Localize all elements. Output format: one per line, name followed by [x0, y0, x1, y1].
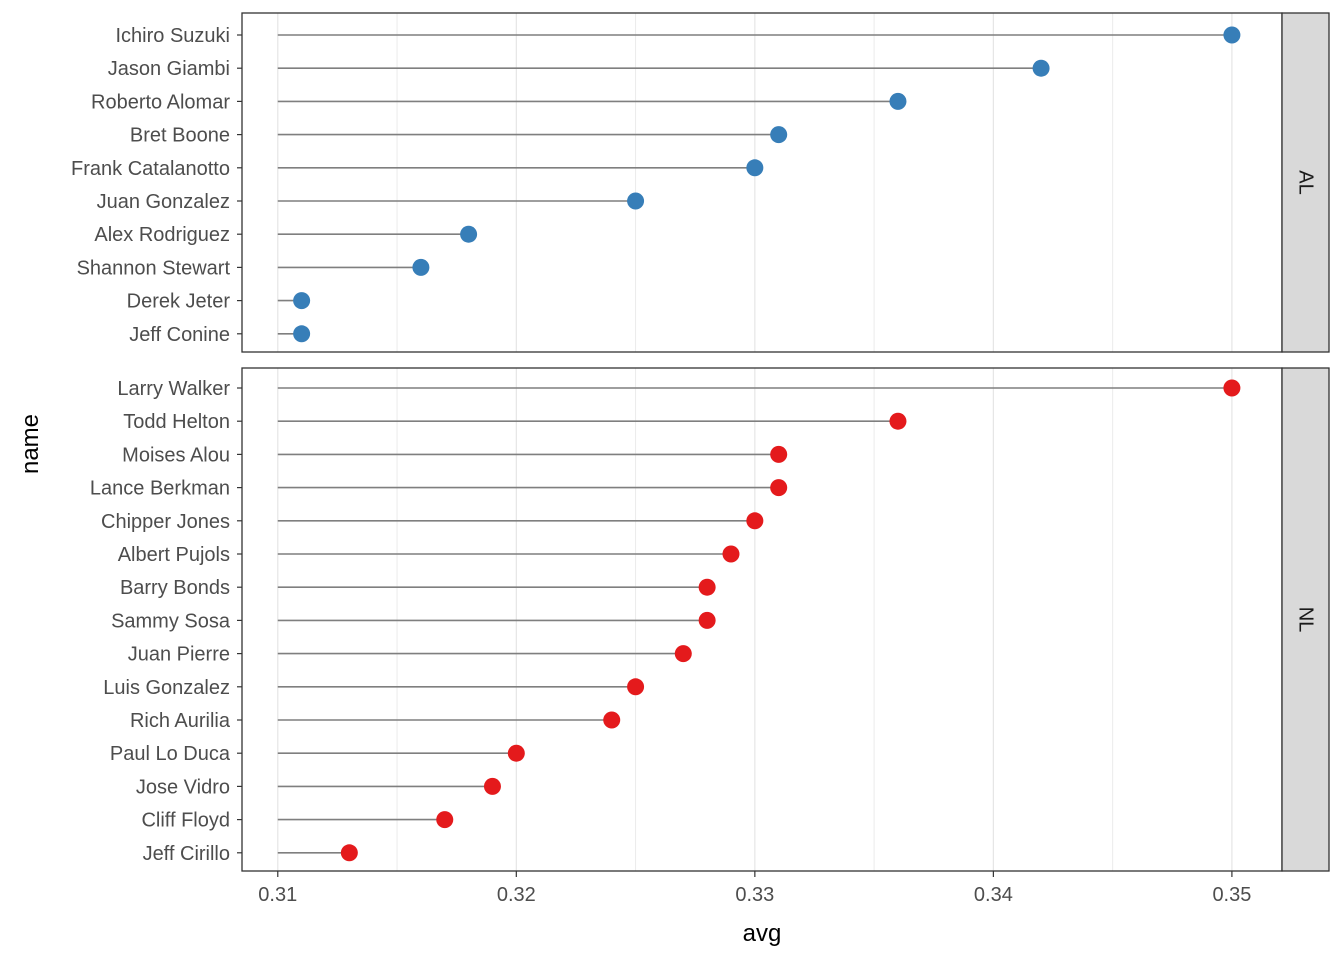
y-tick-label: Lance Berkman: [90, 478, 230, 500]
lollipop-point: [770, 479, 788, 497]
x-tick-label: 0.34: [974, 884, 1013, 906]
y-tick-label: Chipper Jones: [101, 511, 230, 533]
y-tick-label: Frank Catalanotto: [71, 158, 230, 180]
lollipop-point: [889, 412, 907, 430]
x-tick-label: 0.32: [497, 884, 536, 906]
y-tick-label: Alex Rodriguez: [94, 224, 230, 246]
lollipop-point: [483, 777, 501, 795]
y-tick-label: Roberto Alomar: [91, 91, 230, 113]
x-tick-label: 0.33: [735, 884, 774, 906]
lollipop-point: [436, 811, 454, 829]
y-tick-label: Todd Helton: [123, 411, 230, 433]
y-tick-label: Juan Gonzalez: [97, 191, 230, 213]
lollipop-point: [293, 325, 311, 343]
y-tick-label: Paul Lo Duca: [110, 743, 231, 765]
lollipop-point: [698, 611, 716, 629]
panel-nl: Larry Walker Todd Helton Moises Alou Lance …: [90, 367, 1330, 872]
lollipop-point: [1032, 59, 1050, 77]
facet-strip-label: NL: [1295, 607, 1317, 633]
lollipop-point: [674, 645, 692, 663]
lollipop-point: [627, 192, 645, 210]
lollipop-point: [722, 545, 740, 563]
y-tick-label: Bret Boone: [130, 125, 230, 147]
panel-background: [242, 368, 1282, 871]
x-axis: 0.31 0.32 0.33 0.34 0.35: [258, 871, 1251, 906]
y-axis-title: name: [17, 414, 44, 474]
panel-background: [242, 13, 1282, 352]
lollipop-point: [746, 512, 764, 530]
lollipop-point: [746, 159, 764, 177]
lollipop-point: [293, 292, 311, 310]
lollipop-point: [412, 258, 430, 276]
y-tick-label: Jason Giambi: [108, 58, 230, 80]
facet-strip: [1281, 12, 1330, 353]
y-tick-label: Barry Bonds: [120, 577, 230, 599]
y-tick-label: Jeff Conine: [129, 324, 230, 346]
lollipop-point: [1223, 379, 1241, 397]
y-tick-label: Derek Jeter: [127, 291, 231, 313]
x-axis-title: avg: [743, 920, 782, 947]
lollipop-point: [770, 126, 788, 144]
facet-strip-label: AL: [1295, 170, 1317, 194]
facet-strip: [1281, 367, 1330, 872]
x-tick-label: 0.31: [258, 884, 297, 906]
y-tick-label: Jeff Cirillo: [143, 843, 230, 865]
lollipop-point: [889, 92, 907, 110]
y-tick-label: Rich Aurilia: [130, 710, 231, 732]
y-tick-label: Ichiro Suzuki: [116, 25, 231, 47]
y-tick-label: Cliff Floyd: [141, 810, 230, 832]
y-tick-label: Moises Alou: [122, 444, 230, 466]
lollipop-point: [698, 578, 716, 596]
y-tick-label: Luis Gonzalez: [103, 677, 230, 699]
lollipop-point: [1223, 26, 1241, 44]
lollipop-point: [603, 711, 621, 729]
y-tick-label: Larry Walker: [117, 378, 230, 400]
lollipop-point: [340, 844, 358, 862]
y-tick-label: Sammy Sosa: [111, 610, 231, 632]
lollipop-point: [507, 744, 525, 762]
y-tick-label: Shannon Stewart: [77, 257, 231, 279]
x-tick-label: 0.35: [1212, 884, 1251, 906]
lollipop-point: [627, 678, 645, 696]
y-tick-label: Albert Pujols: [118, 544, 230, 566]
panel-al: Ichiro Suzuki Jason Giambi Roberto Alomar B…: [71, 12, 1330, 353]
lollipop-point: [770, 445, 788, 463]
y-tick-label: Jose Vidro: [136, 776, 230, 798]
y-tick-label: Juan Pierre: [128, 644, 230, 666]
lollipop-point: [460, 225, 478, 243]
